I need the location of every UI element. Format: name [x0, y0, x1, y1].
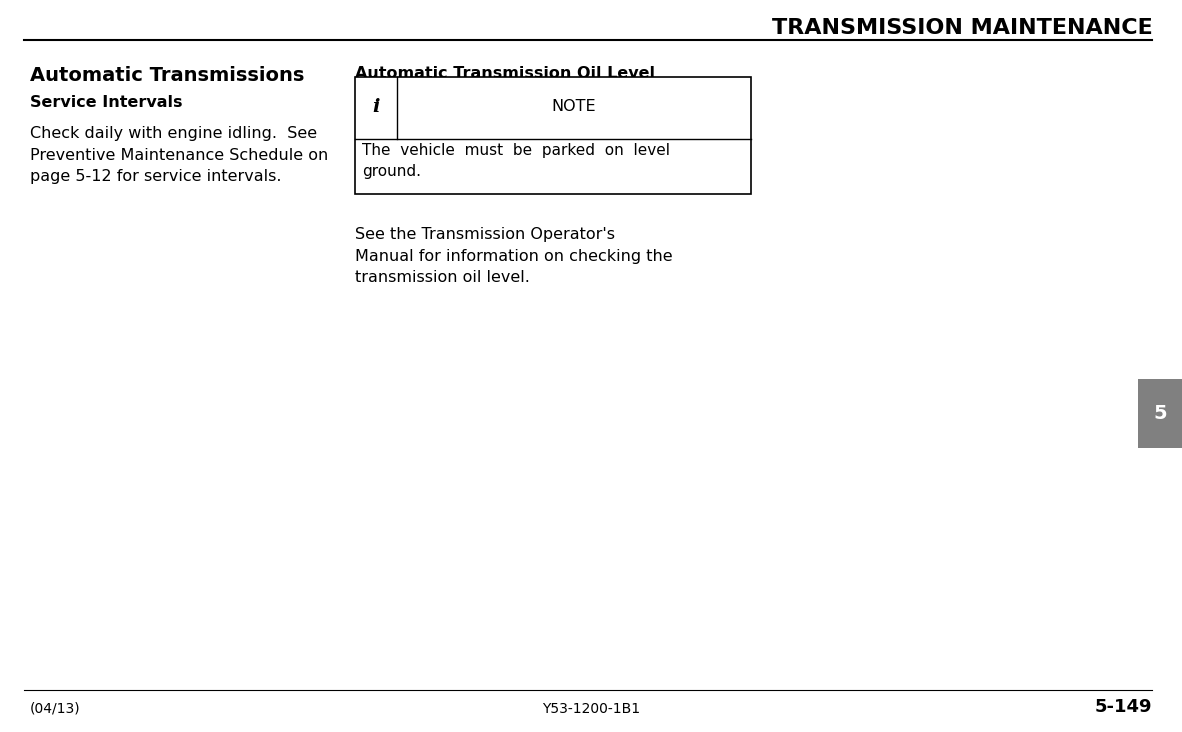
Bar [1138, 378, 1182, 448]
Bar [355, 77, 751, 194]
Text: See the Transmission Operator's
Manual for information on checking the
transmiss: See the Transmission Operator's Manual f… [355, 227, 673, 285]
Text: The  vehicle  must  be  parked  on  level
ground.: The vehicle must be parked on level grou… [362, 143, 670, 179]
Text: Automatic Transmissions: Automatic Transmissions [30, 66, 304, 85]
Text: NOTE: NOTE [552, 100, 596, 114]
Text: 5: 5 [1154, 404, 1167, 423]
Text: 5-149: 5-149 [1095, 698, 1152, 716]
Text: (04/13): (04/13) [30, 702, 80, 716]
Text: i: i [372, 98, 379, 116]
Text: Y53-1200-1B1: Y53-1200-1B1 [541, 702, 641, 716]
Text: Automatic Transmission Oil Level: Automatic Transmission Oil Level [355, 66, 655, 81]
Text: TRANSMISSION MAINTENANCE: TRANSMISSION MAINTENANCE [772, 18, 1152, 38]
Text: Service Intervals: Service Intervals [30, 95, 182, 110]
Text: Check daily with engine idling.  See
Preventive Maintenance Schedule on
page 5-1: Check daily with engine idling. See Prev… [30, 126, 327, 184]
